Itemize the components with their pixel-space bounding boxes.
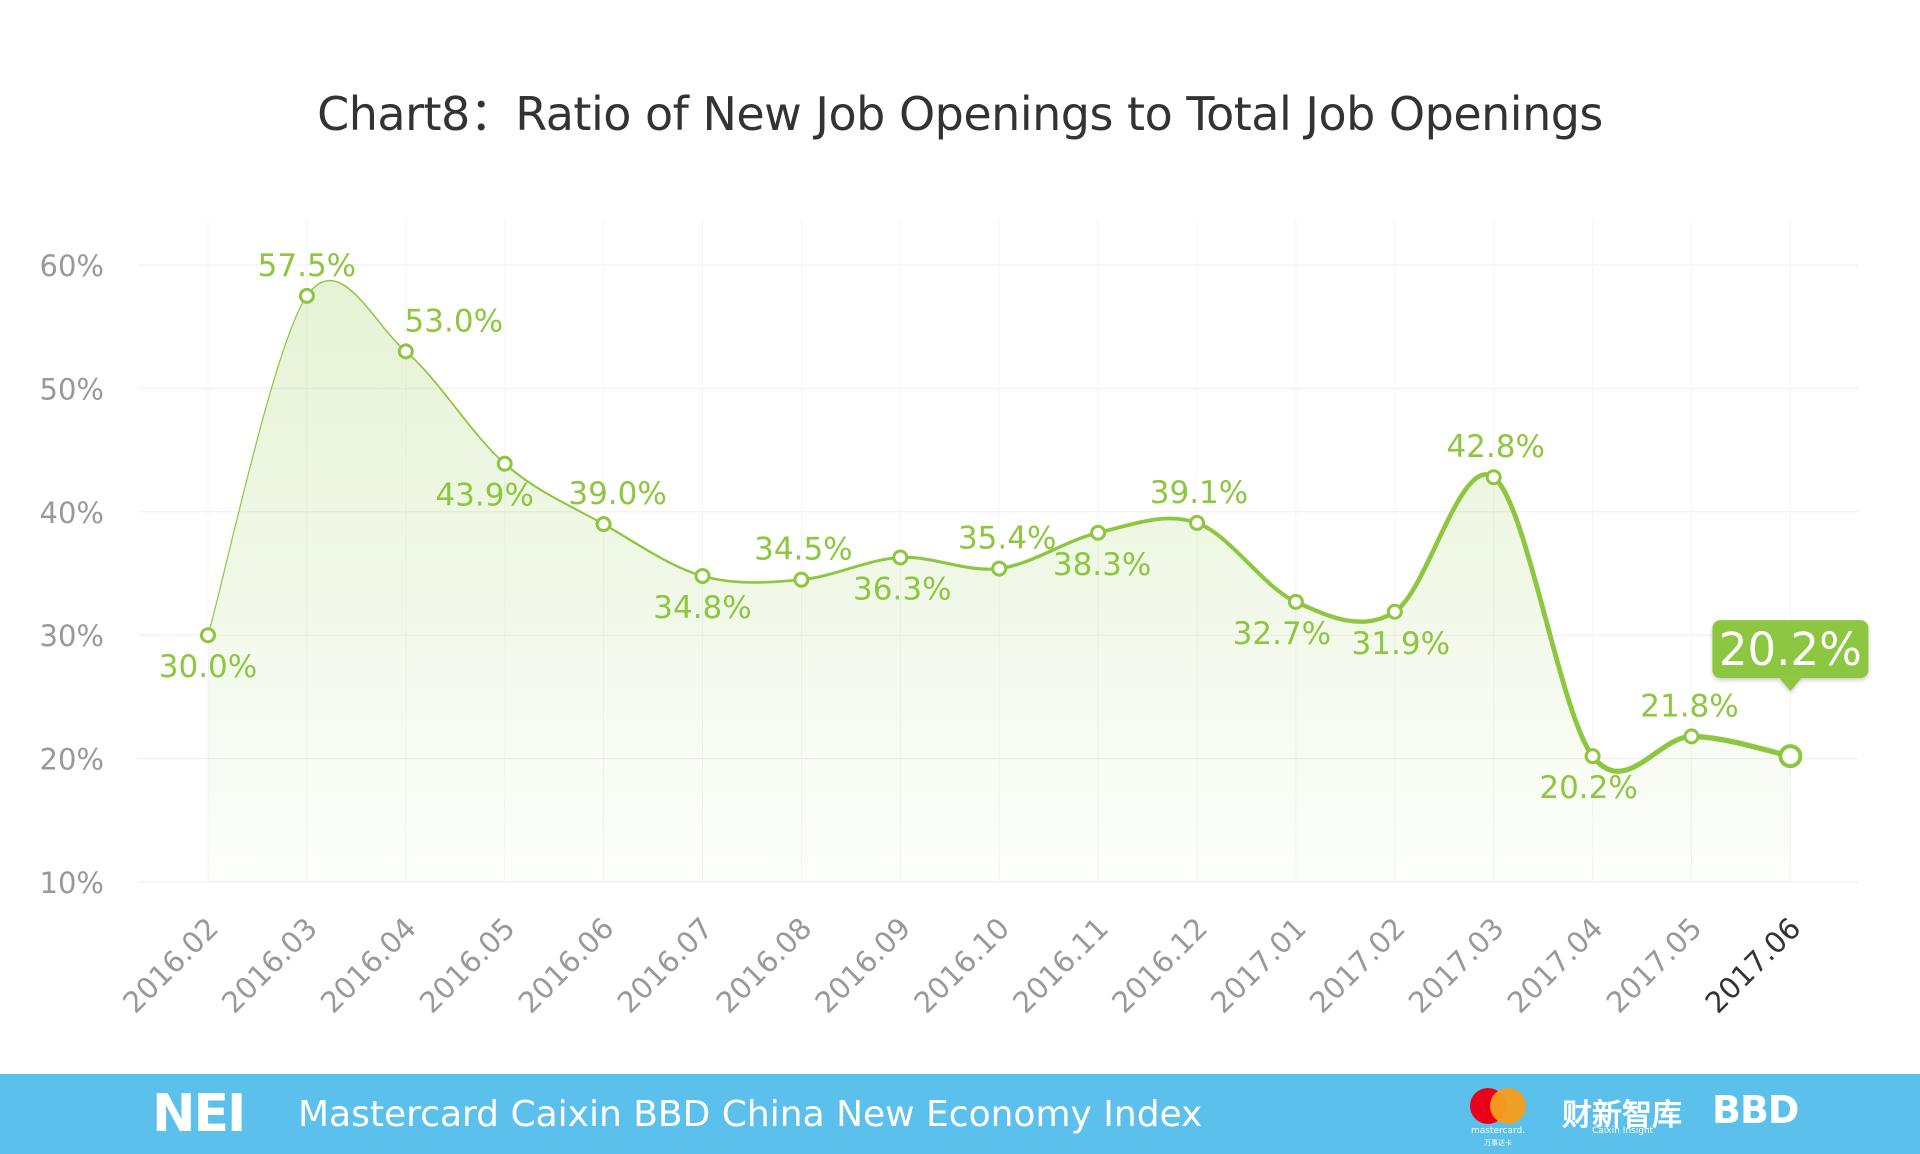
y-tick-label: 50% — [40, 372, 104, 406]
x-tick-label: 2016.06 — [512, 911, 621, 1020]
line-chart: 30.0% 57.5% 53.0% 43.9% 39.0% 34.8%34.5%36.3%… — [40, 220, 1869, 1020]
series-area — [208, 280, 1791, 882]
x-tick-label: 2017.04 — [1501, 911, 1610, 1020]
series-line-segment — [1590, 733, 1695, 774]
mastercard-subtext: 万事达卡 — [1484, 1139, 1512, 1147]
chart-title: Chart8：Ratio of New Job Openings to Tota… — [317, 87, 1603, 141]
data-label: 38.3% — [1053, 547, 1151, 583]
data-point — [991, 560, 1008, 577]
x-tick-label: 2017.01 — [1204, 911, 1313, 1020]
y-tick-label: 20% — [40, 743, 104, 777]
data-point — [496, 455, 513, 472]
data-point — [793, 571, 810, 588]
series-line-segment — [207, 295, 308, 636]
nei-logo: NEI — [152, 1084, 246, 1144]
data-label: 39.1% — [1150, 475, 1248, 511]
data-point — [892, 549, 909, 566]
mastercard-logo: mastercard. 万事达卡 — [1468, 1086, 1528, 1148]
y-tick-label: 10% — [40, 866, 104, 900]
y-tick-label: 30% — [40, 619, 104, 653]
data-point — [595, 516, 612, 533]
data-label: 21.8% — [1640, 688, 1738, 724]
data-point — [1778, 744, 1803, 769]
x-tick-label: 2016.04 — [314, 911, 423, 1020]
series-line-segment — [306, 279, 407, 353]
data-label: 36.3% — [853, 571, 951, 607]
bbd-logo: BBD — [1712, 1088, 1799, 1132]
x-tick-label: 2016.11 — [1006, 911, 1115, 1020]
series-line-segment — [701, 574, 803, 584]
series-line-segment — [1195, 520, 1298, 604]
data-label: 53.0% — [405, 303, 503, 339]
series-line-segment — [1096, 516, 1199, 535]
highlight-callout-pointer — [1779, 678, 1802, 692]
data-point — [1189, 514, 1205, 531]
series-line-segment — [1293, 599, 1397, 624]
data-point — [694, 567, 711, 584]
mastercard-yellow-circle-icon — [1490, 1088, 1526, 1124]
footer-index-name: Mastercard Caixin BBD China New Economy … — [298, 1094, 1203, 1135]
data-label: 34.5% — [754, 532, 852, 568]
x-tick-label: 2017.02 — [1303, 911, 1412, 1020]
data-point — [397, 343, 414, 360]
series-line-segment — [602, 522, 704, 578]
x-tick-label: 2016.09 — [808, 911, 917, 1020]
data-label: 30.0% — [159, 649, 257, 685]
data-label: 35.4% — [958, 521, 1056, 557]
series-line-segment — [1491, 474, 1596, 759]
caixin-logo: 财新智库 — [1562, 1098, 1682, 1133]
series-line-segment — [503, 462, 605, 526]
data-label: 42.8% — [1446, 429, 1544, 465]
data-label: 31.9% — [1352, 626, 1450, 662]
data-point — [1386, 603, 1403, 620]
footer-bar: NEI Mastercard Caixin BBD China New Econ… — [0, 1074, 1920, 1154]
caixin-subtext: Caixin Insight — [1592, 1126, 1654, 1136]
x-tick-label: 2016.05 — [413, 911, 522, 1020]
x-tick-label: 2016.12 — [1105, 911, 1214, 1020]
x-tick-label: 2016.02 — [116, 911, 225, 1020]
data-point — [1287, 593, 1304, 610]
data-point — [1485, 469, 1502, 486]
x-tick-label: 2017.03 — [1402, 911, 1511, 1020]
series-line-segment — [997, 531, 1100, 571]
data-point — [1683, 728, 1700, 745]
x-tick-label: 2016.10 — [907, 911, 1016, 1020]
y-tick-label: 40% — [40, 496, 104, 530]
series-line-segment — [898, 555, 1001, 571]
highlight-callout-label: 20.2% — [1719, 623, 1862, 676]
data-label: 20.2% — [1539, 770, 1637, 806]
data-point — [298, 287, 315, 304]
x-tick-label: 2016.07 — [611, 911, 720, 1020]
data-point — [1090, 524, 1107, 541]
data-label: 39.0% — [568, 476, 666, 512]
series-line-segment — [404, 350, 506, 465]
mastercard-wordmark: mastercard. — [1470, 1126, 1526, 1136]
series-line-segment — [799, 556, 902, 582]
x-tick-label: 2016.03 — [215, 911, 324, 1020]
data-point — [1584, 748, 1601, 765]
data-label: 43.9% — [435, 478, 533, 514]
x-tick-label: 2017.05 — [1600, 911, 1709, 1020]
highlight-callout-box — [1712, 620, 1869, 679]
y-tick-label: 60% — [40, 249, 104, 283]
x-tick-label: 2017.06 — [1698, 911, 1807, 1020]
data-label: 32.7% — [1233, 616, 1331, 652]
series-line-segment — [1392, 472, 1496, 615]
data-point — [200, 627, 216, 644]
data-label: 34.8% — [653, 590, 751, 626]
data-label: 57.5% — [258, 248, 356, 284]
highlight-callout: 20.2% — [1712, 620, 1869, 692]
x-tick-label: 2016.08 — [709, 911, 818, 1020]
